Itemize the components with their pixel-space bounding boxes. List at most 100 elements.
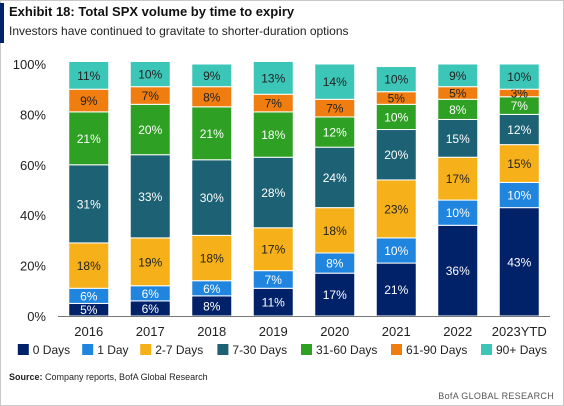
bar-segment	[375, 129, 417, 181]
y-tick-label: 100%	[13, 57, 47, 72]
data-label: 19%	[138, 255, 162, 269]
data-label: 15%	[507, 157, 531, 171]
x-tick-label: 2023YTD	[492, 324, 547, 339]
data-label: 6%	[203, 282, 221, 296]
bar-segment	[437, 63, 479, 88]
y-tick-label: 60%	[20, 158, 46, 173]
data-label: 8%	[203, 299, 221, 313]
bar-segment	[252, 156, 294, 229]
data-label: 7%	[142, 89, 160, 103]
brand-label: BofA GLOBAL RESEARCH	[438, 391, 554, 401]
data-label: 5%	[80, 303, 98, 317]
data-label: 5%	[449, 86, 467, 100]
data-label: 10%	[507, 70, 531, 84]
data-label: 21%	[384, 283, 408, 297]
legend-label: 31-60 Days	[316, 343, 377, 357]
bar-segment	[68, 242, 110, 289]
legend-swatch	[217, 344, 229, 355]
data-label: 11%	[262, 296, 285, 310]
bar-segment	[68, 60, 110, 90]
data-label: 17%	[261, 243, 285, 257]
data-label: 7%	[511, 99, 529, 113]
y-tick-label: 40%	[20, 208, 46, 223]
chart-title: Exhibit 18: Total SPX volume by time to …	[9, 4, 295, 19]
legend-swatch	[301, 344, 312, 355]
data-label: 8%	[326, 257, 344, 271]
data-label: 10%	[384, 73, 408, 87]
legend-swatch	[82, 344, 94, 355]
bar-segment	[191, 106, 233, 161]
data-label: 11%	[77, 69, 100, 83]
data-label: 17%	[323, 288, 347, 302]
bar-segment	[129, 237, 171, 287]
bar-segment	[437, 199, 479, 226]
data-label: 12%	[323, 126, 347, 140]
legend-swatch	[140, 344, 152, 355]
data-label: 21%	[200, 127, 224, 141]
source-text: Company reports, BofA Global Research	[45, 372, 208, 382]
data-label: 18%	[200, 252, 224, 266]
bar-segment	[68, 111, 110, 166]
data-label: 10%	[446, 206, 470, 220]
x-tick-label: 2020	[320, 324, 349, 339]
bar-segment	[437, 118, 479, 158]
data-label: 21%	[77, 132, 101, 146]
legend-label: 90+ Days	[496, 343, 547, 357]
data-label: 18%	[261, 128, 285, 142]
data-label: 5%	[388, 92, 406, 106]
bar-segment	[191, 234, 233, 282]
data-label: 9%	[203, 69, 221, 83]
data-label: 10%	[138, 68, 162, 82]
data-label: 12%	[507, 123, 531, 137]
data-label: 18%	[77, 259, 101, 273]
x-tick-label: 2019	[259, 324, 288, 339]
data-label: 9%	[449, 69, 467, 83]
data-label: 10%	[384, 244, 408, 258]
bar-segment	[375, 66, 417, 93]
data-label: 20%	[138, 123, 162, 137]
legend-swatch	[391, 344, 402, 355]
data-label: 18%	[323, 224, 347, 238]
data-label: 10%	[384, 110, 408, 124]
bar-segment	[129, 154, 171, 239]
x-tick-label: 2016	[74, 324, 103, 339]
data-label: 8%	[203, 90, 221, 104]
data-label: 8%	[449, 103, 467, 117]
data-label: 20%	[384, 148, 408, 162]
legend-label: 61-90 Days	[406, 343, 467, 357]
legend-swatch	[17, 344, 29, 355]
data-label: 30%	[200, 191, 224, 205]
data-label: 6%	[80, 289, 98, 303]
data-label: 10%	[507, 189, 531, 203]
bar-segment	[314, 63, 356, 100]
title-accent-bar	[0, 3, 4, 43]
data-label: 7%	[265, 273, 283, 287]
bar-segment	[314, 272, 356, 317]
x-tick-label: 2017	[136, 324, 165, 339]
bar-segment	[498, 207, 540, 317]
bar-segment	[498, 63, 540, 90]
y-tick-label: 80%	[20, 107, 46, 122]
data-label: 17%	[446, 172, 470, 186]
data-label: 3%	[511, 86, 529, 100]
data-label: 14%	[323, 75, 347, 89]
legend-label: 0 Days	[33, 343, 70, 357]
bar-segment	[314, 207, 356, 254]
data-label: 28%	[261, 186, 285, 200]
data-label: 13%	[261, 71, 285, 85]
x-tick-label: 2018	[197, 324, 226, 339]
data-label: 23%	[384, 202, 408, 216]
bar-segment	[252, 227, 294, 272]
data-label: 7%	[265, 97, 283, 111]
bar-segment	[498, 144, 540, 183]
x-tick-label: 2022	[443, 324, 472, 339]
bar-segment	[191, 159, 233, 236]
data-label: 43%	[507, 255, 531, 269]
source-label: Source:	[9, 372, 43, 382]
bar-segment	[375, 103, 417, 131]
bar-segment	[375, 237, 417, 264]
bar-segment	[314, 116, 356, 148]
bar-segment	[129, 60, 171, 88]
data-label: 9%	[80, 94, 98, 108]
